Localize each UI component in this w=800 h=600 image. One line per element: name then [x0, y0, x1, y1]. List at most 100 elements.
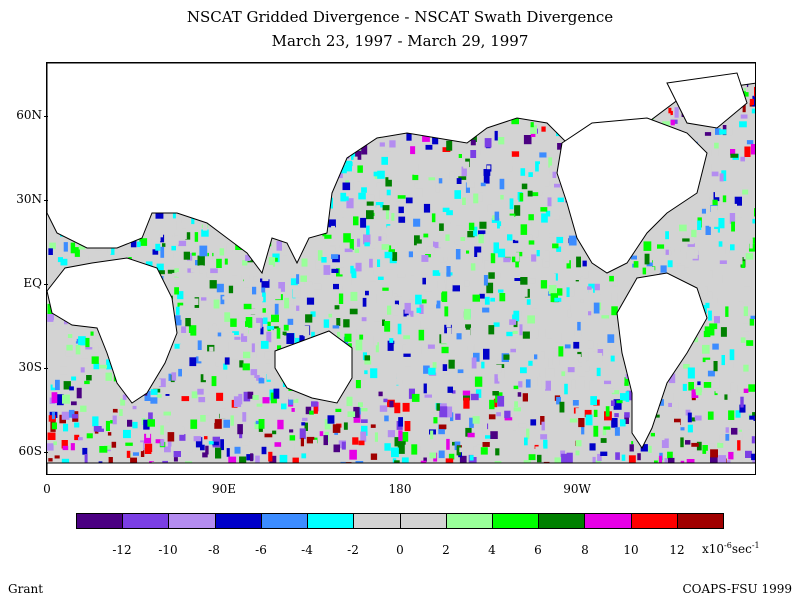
divergence-cell — [729, 249, 737, 253]
divergence-cell — [288, 396, 293, 405]
divergence-cell — [160, 246, 165, 258]
divergence-cell — [409, 299, 415, 303]
divergence-cell — [629, 404, 633, 411]
divergence-cell — [547, 197, 552, 207]
divergence-cell — [233, 396, 242, 407]
divergence-cell — [240, 327, 244, 334]
divergence-cell — [450, 368, 458, 379]
divergence-cell — [531, 297, 538, 309]
divergence-cell — [146, 430, 151, 438]
divergence-cell — [667, 451, 673, 459]
divergence-cell — [251, 343, 255, 353]
divergence-cell — [472, 242, 479, 246]
divergence-cell — [454, 362, 462, 368]
divergence-cell — [628, 455, 636, 464]
divergence-cell — [108, 457, 113, 466]
divergence-cell — [112, 408, 118, 413]
divergence-cell — [452, 285, 460, 292]
divergence-cell — [156, 394, 162, 398]
divergence-cell — [375, 342, 379, 353]
divergence-cell — [252, 286, 257, 295]
divergence-cell — [466, 377, 474, 389]
divergence-cell — [737, 217, 743, 222]
divergence-cell — [493, 242, 499, 254]
divergence-cell — [523, 135, 532, 145]
divergence-cell — [737, 145, 743, 150]
divergence-cell — [680, 437, 684, 448]
divergence-cell — [279, 454, 288, 466]
divergence-cell — [589, 380, 595, 391]
divergence-cell — [531, 254, 537, 262]
divergence-cell — [456, 445, 461, 456]
divergence-cell — [597, 353, 603, 362]
divergence-cell — [445, 406, 453, 418]
divergence-cell — [464, 280, 470, 287]
divergence-cell — [722, 195, 727, 203]
divergence-cell — [588, 288, 594, 298]
divergence-cell — [438, 450, 445, 459]
divergence-cell — [258, 419, 265, 429]
divergence-cell — [708, 310, 712, 321]
divergence-cell — [749, 98, 754, 105]
lat-tick — [44, 284, 48, 285]
divergence-cell — [751, 278, 755, 290]
divergence-cell — [379, 405, 388, 412]
divergence-cell — [160, 425, 164, 435]
divergence-cell — [47, 432, 56, 440]
divergence-cell — [274, 442, 282, 447]
divergence-cell — [163, 411, 171, 416]
color-swatch — [261, 514, 309, 528]
divergence-cell — [554, 297, 562, 302]
divergence-cell — [360, 408, 368, 412]
divergence-cell — [85, 345, 93, 350]
divergence-cell — [263, 317, 268, 324]
divergence-cell — [378, 236, 382, 241]
divergence-cell — [665, 231, 669, 240]
divergence-cell — [552, 243, 559, 249]
divergence-cell — [74, 422, 80, 428]
divergence-cell — [668, 107, 672, 116]
divergence-cell — [719, 129, 727, 135]
divergence-cell — [260, 340, 269, 349]
divergence-cell — [742, 323, 750, 332]
divergence-cell — [607, 334, 615, 343]
divergence-cell — [746, 340, 754, 346]
divergence-cell — [209, 280, 217, 289]
divergence-cell — [206, 303, 211, 311]
divergence-cell — [56, 394, 64, 406]
divergence-cell — [515, 252, 520, 262]
divergence-cell — [609, 275, 614, 282]
divergence-cell — [392, 304, 399, 316]
divergence-cell — [206, 415, 213, 419]
divergence-cell — [685, 237, 694, 245]
divergence-cell — [47, 303, 53, 314]
divergence-cell — [513, 407, 521, 412]
divergence-cell — [580, 276, 586, 282]
divergence-cell — [195, 437, 203, 448]
divergence-cell — [241, 440, 249, 446]
divergence-cell — [490, 242, 494, 253]
divergence-cell — [374, 432, 378, 442]
divergence-cell — [429, 452, 437, 459]
color-swatch — [123, 514, 170, 528]
divergence-cell — [683, 364, 690, 369]
divergence-cell — [414, 235, 422, 246]
divergence-cell — [254, 422, 263, 430]
divergence-cell — [614, 413, 619, 418]
divergence-cell — [521, 183, 528, 190]
divergence-cell — [288, 475, 294, 476]
divergence-cell — [47, 443, 54, 451]
divergence-cell — [674, 107, 679, 118]
divergence-cell — [391, 447, 399, 458]
divergence-cell — [637, 453, 641, 461]
divergence-cell — [234, 336, 241, 340]
divergence-cell — [730, 153, 739, 158]
color-swatch — [169, 514, 216, 528]
divergence-cell — [512, 330, 518, 334]
lat-tick — [44, 116, 48, 117]
divergence-cell — [494, 374, 500, 384]
divergence-cell — [587, 340, 594, 349]
divergence-cell — [745, 87, 753, 93]
divergence-cell — [628, 453, 635, 457]
divergence-cell — [597, 349, 604, 356]
